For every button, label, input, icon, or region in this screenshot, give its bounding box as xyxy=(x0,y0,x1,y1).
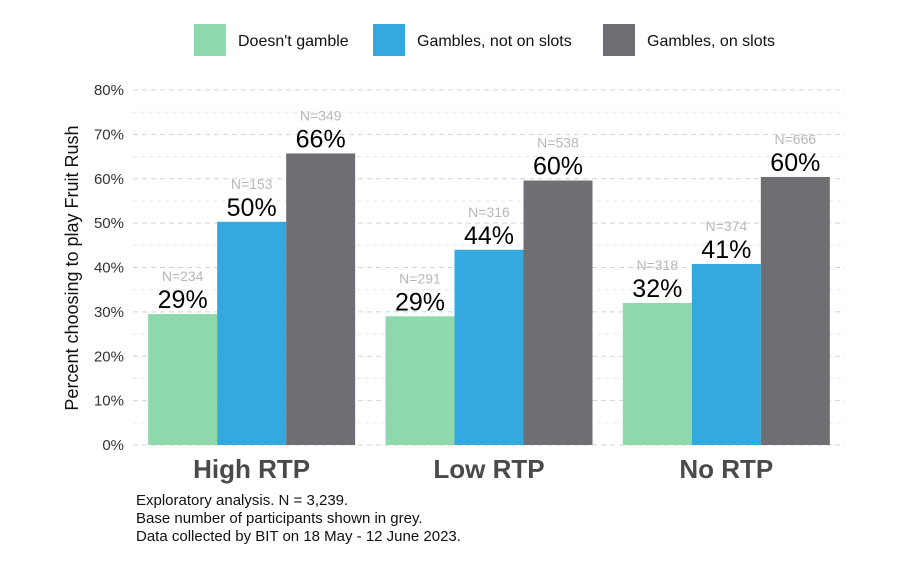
bar xyxy=(217,221,287,445)
legend-label: Doesn't gamble xyxy=(238,33,349,50)
value-label: 29% xyxy=(158,286,208,314)
value-label: 41% xyxy=(701,236,751,264)
caption: Exploratory analysis. N = 3,239. Base nu… xyxy=(136,492,461,546)
x-category-label: No RTP xyxy=(679,454,773,484)
value-label: 50% xyxy=(227,194,277,222)
bar xyxy=(622,303,692,445)
x-axis: High RTP Low RTP No RTP xyxy=(193,454,773,484)
n-label: N=234 xyxy=(162,268,204,284)
legend-swatch xyxy=(194,24,226,56)
y-tick-label: 0% xyxy=(102,437,124,454)
legend-swatch xyxy=(373,24,405,56)
legend-label: Gambles, not on slots xyxy=(417,33,572,50)
legend-swatch xyxy=(603,24,635,56)
bars xyxy=(148,153,830,446)
value-label: 60% xyxy=(770,149,820,177)
y-tick-label: 70% xyxy=(94,126,124,143)
n-label: N=666 xyxy=(775,131,817,147)
y-axis-label: Percent choosing to play Fruit Rush xyxy=(62,125,82,410)
bar xyxy=(760,176,830,445)
legend-label: Gambles, on slots xyxy=(647,33,775,50)
n-label: N=316 xyxy=(468,204,510,220)
legend: Doesn't gamble Gambles, not on slots Gambl… xyxy=(194,24,775,56)
bar xyxy=(148,314,218,445)
y-tick-label: 50% xyxy=(94,215,124,232)
value-label: 44% xyxy=(464,222,514,250)
bar xyxy=(454,249,524,445)
caption-line: Data collected by BIT on 18 May - 12 Jun… xyxy=(136,528,461,545)
y-tick-label: 80% xyxy=(94,82,124,99)
caption-line: Exploratory analysis. N = 3,239. xyxy=(136,492,349,509)
bar xyxy=(691,263,761,445)
value-label: 32% xyxy=(632,275,682,303)
x-category-label: High RTP xyxy=(193,454,310,484)
value-label: 66% xyxy=(296,125,346,153)
y-tick-label: 30% xyxy=(94,304,124,321)
y-tick-label: 20% xyxy=(94,348,124,365)
bar xyxy=(286,153,356,446)
n-label: N=349 xyxy=(300,107,342,123)
x-category-label: Low RTP xyxy=(433,454,544,484)
y-axis: 0% 10% 20% 30% 40% 50% 60% 70% 80% xyxy=(94,82,124,454)
value-label: 60% xyxy=(533,153,583,181)
data-labels: 29% N=234 50% N=153 66% N=349 29% N=291 44% N=316… xyxy=(158,107,821,316)
y-tick-label: 40% xyxy=(94,260,124,277)
caption-line: Base number of participants shown in gre… xyxy=(136,510,423,527)
n-label: N=374 xyxy=(706,218,748,234)
y-tick-label: 10% xyxy=(94,393,124,410)
bar xyxy=(523,180,593,445)
bar xyxy=(385,316,455,445)
y-tick-label: 60% xyxy=(94,171,124,188)
n-label: N=538 xyxy=(537,135,579,151)
n-label: N=153 xyxy=(231,176,273,192)
n-label: N=291 xyxy=(399,270,441,286)
n-label: N=318 xyxy=(637,257,679,273)
value-label: 29% xyxy=(395,288,445,316)
